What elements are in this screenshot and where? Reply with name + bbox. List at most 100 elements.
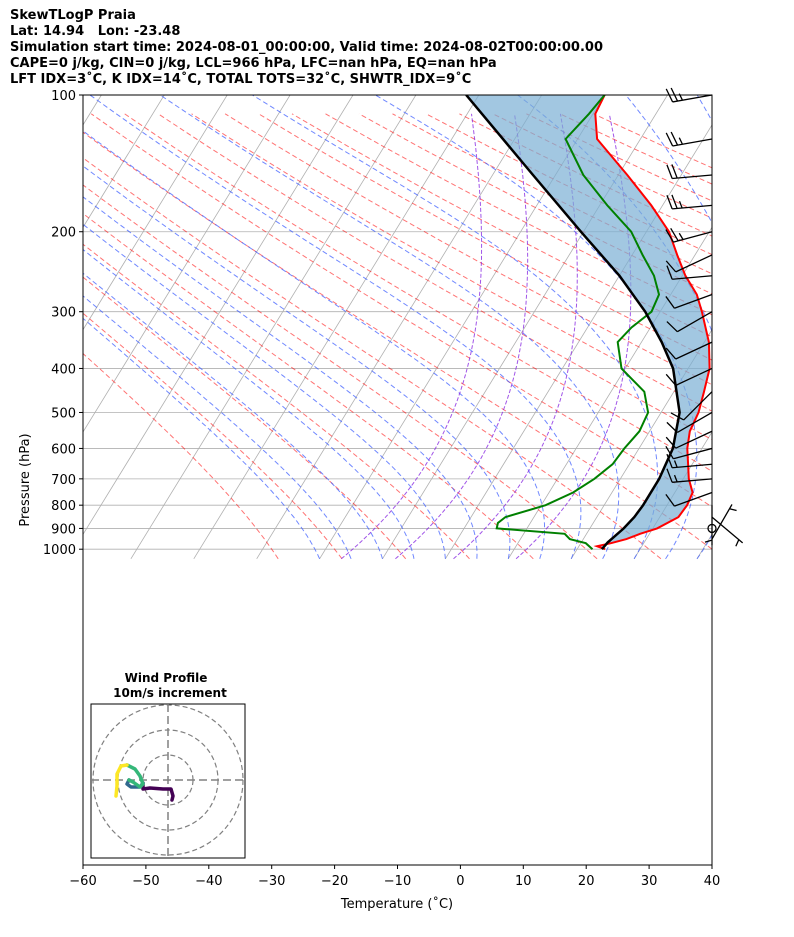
y-tick-label: 900: [51, 522, 76, 537]
x-tick-label: −50: [132, 874, 159, 889]
isotherm-line: [83, 95, 102, 126]
x-tick-label: 0: [456, 874, 464, 889]
isotherm-line: [570, 328, 712, 560]
wind-barb: [665, 367, 713, 386]
moist-adiabat: [83, 248, 415, 559]
moist-adiabat: [83, 130, 545, 559]
chart-header: SkewTLogP Praia Lat: 14.94 Lon: -23.48 S…: [10, 8, 603, 88]
wind-barb: [665, 131, 713, 147]
mixing-ratio-line: [395, 113, 529, 560]
moist-adiabat: [83, 295, 352, 560]
dry-adiabat: [83, 157, 662, 560]
wind-barb: [665, 87, 713, 103]
x-tick-label: −40: [195, 874, 222, 889]
x-tick-label: −30: [258, 874, 285, 889]
hodograph-trace: [125, 763, 145, 789]
wind-barb: [665, 445, 713, 460]
x-tick-label: −60: [69, 874, 96, 889]
x-axis-label: Temperature (˚C): [340, 896, 453, 912]
wind-barb: [666, 311, 713, 333]
moist-adiabat: [83, 317, 321, 560]
title-line: SkewTLogP Praia: [10, 8, 136, 23]
wind-barb: [666, 411, 713, 434]
moist-adiabat: [375, 95, 698, 560]
moist-adiabat: [83, 272, 383, 559]
wind-barb: [665, 254, 713, 273]
y-tick-label: 200: [51, 226, 76, 241]
moist-adiabat: [83, 165, 511, 559]
x-tick-label: −20: [321, 874, 348, 889]
wind-barb: [711, 504, 737, 540]
hodograph-trace: [141, 781, 175, 802]
isotherm-line: [83, 95, 291, 433]
dry-adiabat: [124, 113, 712, 472]
dry-adiabat: [83, 312, 343, 560]
moist-adiabat: [83, 223, 446, 559]
dry-adiabat: [83, 352, 279, 560]
wind-barb: [665, 293, 713, 309]
dry-adiabat: [358, 113, 712, 295]
wind-barb: [666, 265, 713, 280]
wind-barb: [711, 516, 744, 547]
moist-adiabat: [159, 95, 620, 560]
y-tick-label: 400: [51, 362, 76, 377]
temperature-line: [593, 95, 711, 551]
y-tick-label: 600: [51, 442, 76, 457]
wind-barb: [665, 341, 713, 360]
isotherm-line: [445, 124, 712, 560]
y-tick-label: 800: [51, 499, 76, 514]
y-axis-label: Pressure (hPa): [18, 433, 33, 526]
dry-adiabat: [258, 113, 712, 361]
parcel-line: [465, 95, 681, 551]
hodograph-trace: [114, 763, 129, 798]
y-tick-label: 100: [51, 89, 76, 104]
isotherm-line: [130, 95, 417, 560]
wind-barb: [665, 227, 713, 243]
wind-barb: [670, 391, 713, 421]
moist-adiabat: [750, 95, 794, 559]
mixing-ratio-line: [340, 113, 483, 560]
x-tick-label: −10: [384, 874, 411, 889]
wind-barb: [666, 194, 713, 210]
dry-adiabat: [83, 276, 407, 560]
wind-profile-subtitle: 10m/s increment: [113, 686, 227, 700]
dry-adiabat: [83, 243, 470, 560]
dry-adiabat: [83, 212, 534, 560]
y-tick-label: 500: [51, 406, 76, 421]
wind-barb: [666, 164, 713, 180]
mixing-ratio-line: [453, 113, 578, 560]
y-tick-label: 700: [51, 473, 76, 488]
indices-line-1: CAPE=0 j/kg, CIN=0 j/kg, LCL=966 hPa, LF…: [10, 56, 497, 71]
dry-adiabat: [291, 113, 712, 338]
wind-profile-inset: Wind Profile 10m/s increment: [90, 671, 246, 859]
isotherm-line: [760, 95, 794, 559]
isotherm-line: [83, 95, 354, 536]
time-line: Simulation start time: 2024-08-01_00:00:…: [10, 40, 603, 55]
moist-adiabat: [83, 196, 478, 559]
x-tick-label: 10: [515, 874, 532, 889]
indices-line-2: LFT IDX=3˚C, K IDX=14˚C, TOTAL TOTS=32˚C…: [10, 72, 472, 87]
wind-barb: [707, 523, 717, 534]
y-tick-label: 300: [51, 306, 76, 321]
x-tick-label: 20: [578, 874, 595, 889]
y-tick-label: 1000: [43, 543, 76, 558]
wind-profile-title: Wind Profile: [125, 671, 208, 685]
dry-adiabat: [83, 184, 598, 560]
isotherm-line: [83, 95, 228, 331]
parcel-area: [466, 95, 710, 550]
dry-adiabat: [157, 113, 712, 441]
dewpoint-line: [495, 95, 661, 550]
x-tick-label: 40: [704, 874, 721, 889]
isotherm-line: [83, 95, 165, 229]
wind-barb: [666, 468, 713, 483]
moist-adiabat: [89, 95, 582, 560]
wind-barb: [665, 430, 713, 449]
dry-adiabat: [191, 113, 712, 412]
wind-barb: [666, 453, 713, 469]
location-line: Lat: 14.94 Lon: -23.48: [10, 24, 181, 39]
isotherm-line: [507, 226, 712, 560]
x-tick-label: 30: [641, 874, 658, 889]
dry-adiabat: [224, 113, 712, 386]
isotherm-line: [256, 95, 543, 560]
